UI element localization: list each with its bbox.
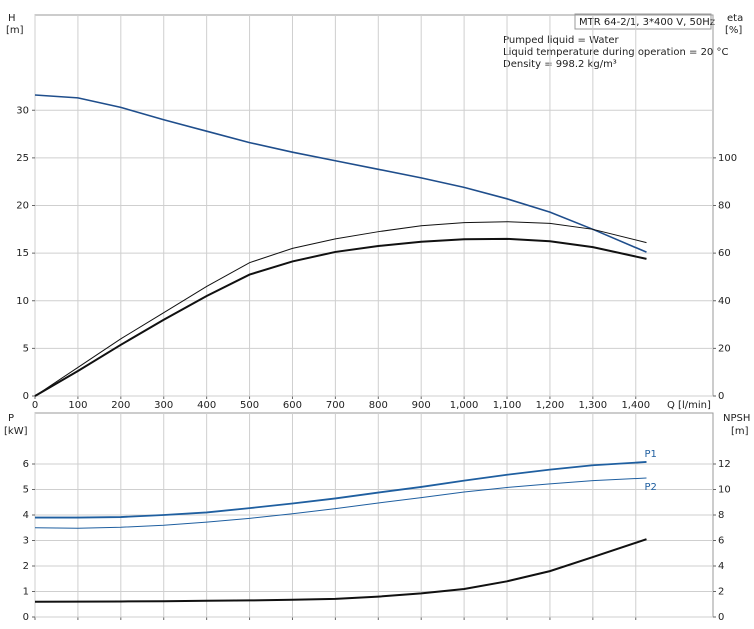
y2-tick-label: 4 [718,561,724,572]
y-tick-label: 4 [23,510,29,521]
y2-tick-label: 100 [718,153,737,164]
y-tick-label: 15 [16,248,29,259]
x-tick-label: 1,100 [493,400,522,411]
y-tick-label: 10 [16,296,29,307]
y-tick-label: 2 [23,561,29,572]
y-tick-label: 20 [16,201,29,212]
chart-title: MTR 64-2/1, 3*400 V, 50Hz [579,17,715,28]
y2-tick-label: 40 [718,296,731,307]
x-tick-label: 900 [412,400,431,411]
y2-tick-label: 8 [718,510,724,521]
y2-tick-label: 2 [718,587,724,598]
x-tick-label: 200 [111,400,130,411]
y-tick-label: 25 [16,153,29,164]
x-tick-label: 700 [326,400,345,411]
y2-axis-label: eta [727,13,743,24]
data-line [34,538,647,603]
y-tick-label: 0 [23,612,29,623]
x-tick-label: 800 [369,400,388,411]
y2-axis-label: NPSH [723,413,750,424]
series-label: P1 [644,449,656,460]
y2-tick-label: 80 [718,201,731,212]
series-label: P2 [644,482,656,493]
y-tick-label: 6 [23,459,29,470]
x-tick-label: 0 [32,400,38,411]
y-tick-label: 0 [23,391,29,402]
y2-tick-label: 20 [718,343,731,354]
y2-tick-label: 12 [718,459,731,470]
y-axis-label: H [8,13,16,24]
data-line [34,237,647,397]
data-line [34,477,647,529]
x-tick-label: 1,000 [450,400,479,411]
y-axis-unit: [m] [6,25,24,36]
annotation: Density = 998.2 kg/m³ [503,59,617,70]
y-axis-unit: [kW] [4,426,28,437]
y2-tick-label: 6 [718,536,724,547]
x-tick-label: 100 [68,400,87,411]
y-axis-label: P [8,413,14,424]
y2-tick-label: 0 [718,391,724,402]
annotation: Pumped liquid = Water [503,35,620,46]
y2-tick-label: 10 [718,485,731,496]
y2-axis-unit: [m] [731,426,749,437]
annotation: Liquid temperature during operation = 20… [503,47,728,58]
x-tick-label: 400 [197,400,216,411]
y2-tick-label: 0 [718,612,724,623]
x-axis-label: Q [l/min] [667,400,711,411]
x-tick-label: 500 [240,400,259,411]
x-tick-label: 1,400 [621,400,650,411]
y-tick-label: 5 [23,485,29,496]
data-line [34,94,647,253]
y2-axis-unit: [%] [725,25,742,36]
x-tick-label: 300 [154,400,173,411]
x-tick-label: 600 [283,400,302,411]
y-tick-label: 3 [23,536,29,547]
y-tick-label: 5 [23,343,29,354]
y-tick-label: 1 [23,587,29,598]
data-line [35,461,647,519]
title-box [574,13,712,30]
y2-tick-label: 60 [718,248,731,259]
y-tick-label: 30 [16,105,29,116]
x-tick-label: 1,300 [579,400,608,411]
data-line [34,221,647,397]
x-tick-label: 1,200 [536,400,565,411]
